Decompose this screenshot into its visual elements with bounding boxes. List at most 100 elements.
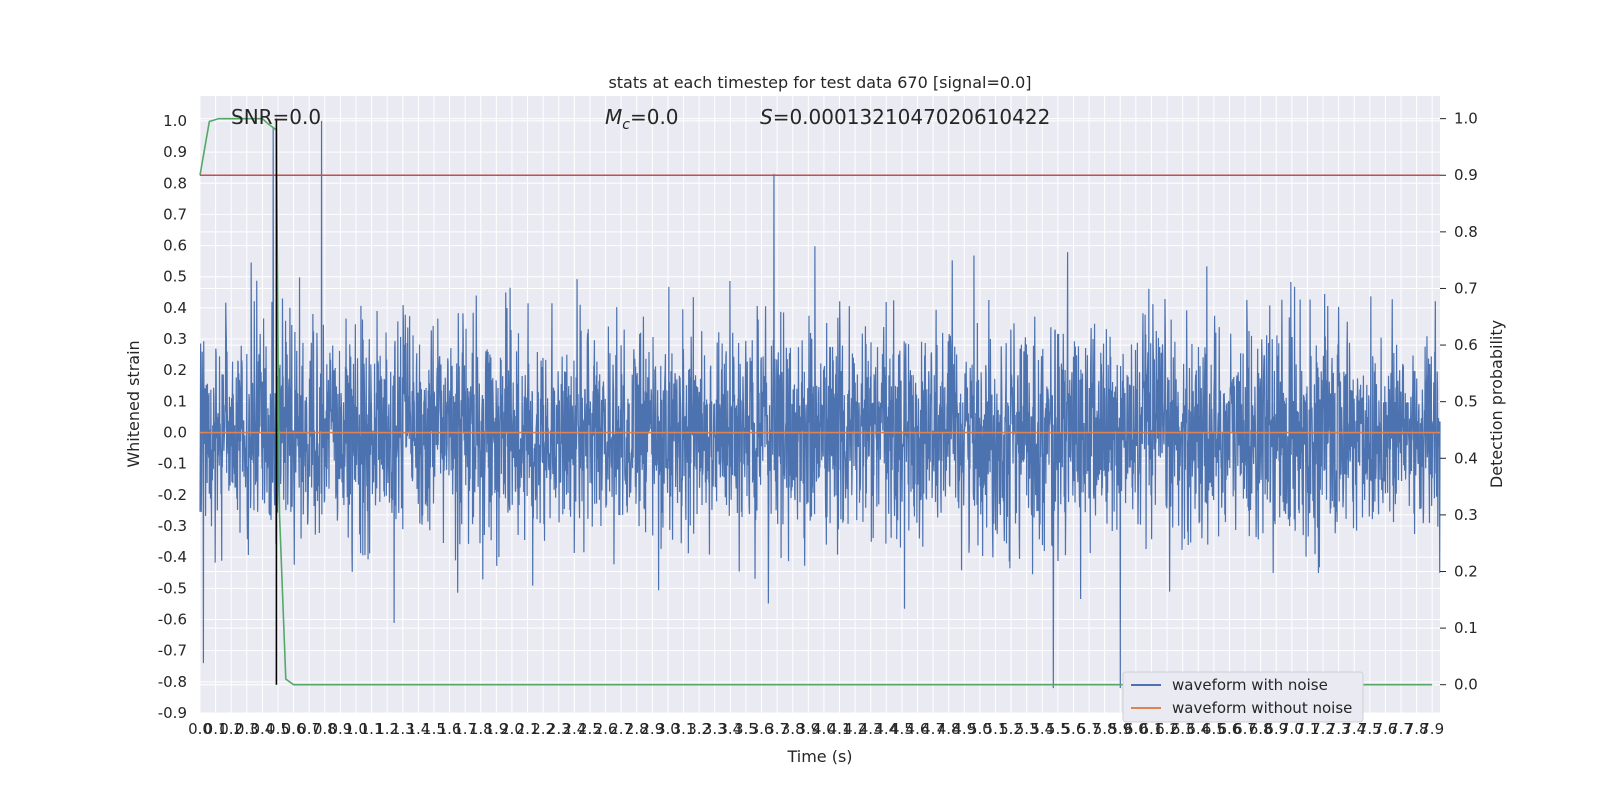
x-tick-label: 1.0: [344, 720, 368, 738]
x-tick-label: 5.7: [1077, 720, 1101, 738]
right-tick-label: 0.2: [1454, 562, 1478, 580]
x-tick-label: 4.7: [921, 720, 945, 738]
x-tick-label: 3.9: [796, 720, 820, 738]
x-tick-label: 4.1: [828, 720, 852, 738]
x-tick-label: 5.9: [1108, 720, 1132, 738]
x-tick-label: 1.3: [391, 720, 415, 738]
left-tick-label: 0.8: [163, 174, 187, 192]
x-tick-label: 0.4: [250, 720, 274, 738]
x-tick-label: 7.0: [1280, 720, 1304, 738]
left-tick-label: 0.6: [163, 237, 187, 255]
x-tick-label: 7.6: [1373, 720, 1397, 738]
x-tick-label: 0.9: [328, 720, 352, 738]
right-tick-label: 0.8: [1454, 223, 1478, 241]
x-tick-label: 3.1: [672, 720, 696, 738]
x-tick-label: 5.5: [1046, 720, 1070, 738]
x-tick-label: 5.2: [999, 720, 1023, 738]
legend: waveform with noise waveform without noi…: [1122, 671, 1364, 723]
x-tick-label: 7.5: [1358, 720, 1382, 738]
right-tick-label: 0.5: [1454, 393, 1478, 411]
x-tick-label: 5.0: [968, 720, 992, 738]
x-tick-label: 4.8: [937, 720, 961, 738]
left-tick-labels: -0.9 -0.8 -0.7 -0.6 -0.5 -0.4 -0.3 -0.2 -0.1 0.0 0…: [158, 112, 187, 722]
x-tick-label: 1.2: [375, 720, 399, 738]
left-tick-label: -0.4: [158, 548, 187, 566]
legend-label-noise: waveform with noise: [1172, 676, 1328, 694]
x-tick-label: 2.2: [531, 720, 555, 738]
x-tick-label: 6.6: [1218, 720, 1242, 738]
x-tick-label: 7.3: [1327, 720, 1351, 738]
left-tick-label: -0.2: [158, 486, 187, 504]
x-tick-label: 0.8: [313, 720, 337, 738]
x-tick-label: 2.9: [640, 720, 664, 738]
x-tick-label: 4.3: [859, 720, 883, 738]
x-tick-label: 5.6: [1062, 720, 1086, 738]
chart-title: stats at each timestep for test data 670…: [608, 73, 1031, 92]
x-tick-label: 2.0: [500, 720, 524, 738]
x-tick-label: 4.9: [952, 720, 976, 738]
x-tick-label: 6.7: [1233, 720, 1257, 738]
x-tick-label: 2.8: [625, 720, 649, 738]
right-tick-label: 0.0: [1454, 676, 1478, 694]
right-tick-label: 0.7: [1454, 279, 1478, 297]
right-tick-label: 0.9: [1454, 166, 1478, 184]
left-tick-label: 0.4: [163, 299, 187, 317]
left-tick-label: -0.8: [158, 673, 187, 691]
x-tick-label: 7.7: [1389, 720, 1413, 738]
x-tick-label: 0.3: [235, 720, 259, 738]
s-annotation: S=0.0001321047020610422: [760, 105, 1050, 129]
right-tick-label: 0.1: [1454, 619, 1478, 637]
x-tick-label: 6.2: [1155, 720, 1179, 738]
x-tick-label: 1.4: [406, 720, 430, 738]
x-tick-label: 4.5: [890, 720, 914, 738]
x-tick-label: 3.5: [734, 720, 758, 738]
x-tick-label: 1.9: [484, 720, 508, 738]
x-tick-label: 0.0: [188, 720, 212, 738]
x-axis-label: Time (s): [786, 747, 852, 766]
x-tick-label: 0.1: [204, 720, 228, 738]
left-tick-label: -0.3: [158, 517, 187, 535]
x-tick-label: 7.2: [1311, 720, 1335, 738]
series-waveform-with-noise: [199, 120, 1441, 689]
x-tick-label: 6.9: [1264, 720, 1288, 738]
x-tick-label: 3.8: [781, 720, 805, 738]
x-tick-label: 4.4: [874, 720, 898, 738]
x-tick-label: 5.8: [1093, 720, 1117, 738]
x-tick-label: 4.0: [812, 720, 836, 738]
right-tick-labels: 0.0 0.1 0.2 0.3 0.4 0.5 0.6 0.7 0.8 0.9 1.0: [1440, 110, 1478, 694]
x-tick-label: 6.3: [1171, 720, 1195, 738]
right-tick-label: 0.4: [1454, 449, 1478, 467]
x-tick-label: 6.5: [1202, 720, 1226, 738]
left-tick-label: -0.7: [158, 642, 187, 660]
left-tick-label: 0.3: [163, 330, 187, 348]
x-tick-label: 7.9: [1420, 720, 1444, 738]
left-tick-label: -0.9: [158, 704, 187, 722]
left-tick-label: -0.5: [158, 579, 187, 597]
x-tick-label: 6.1: [1140, 720, 1164, 738]
y-axis-label-right: Detection probability: [1487, 320, 1506, 488]
x-tick-label: 2.6: [594, 720, 618, 738]
mc-value: =0.0: [630, 105, 679, 129]
right-tick-label: 1.0: [1454, 110, 1478, 128]
left-tick-label: 0.9: [163, 143, 187, 161]
left-tick-label: -0.1: [158, 455, 187, 473]
legend-label-clean: waveform without noise: [1172, 699, 1352, 717]
left-tick-label: 0.1: [163, 392, 187, 410]
left-tick-label: 1.0: [163, 112, 187, 130]
x-tick-label: 7.1: [1295, 720, 1319, 738]
x-tick-label: 3.7: [765, 720, 789, 738]
x-tick-label: 2.7: [609, 720, 633, 738]
y-axis-label-left: Whitened strain: [124, 340, 143, 467]
series-layer: [199, 117, 1441, 689]
s-symbol: S: [760, 105, 773, 129]
left-tick-label: 0.5: [163, 268, 187, 286]
x-tick-label: 1.7: [453, 720, 477, 738]
left-tick-label: 0.7: [163, 205, 187, 223]
x-tick-label: 0.5: [266, 720, 290, 738]
left-tick-label: 0.0: [163, 424, 187, 442]
right-tick-label: 0.6: [1454, 336, 1478, 354]
legend-box: [1122, 671, 1364, 723]
x-tick-label: 1.6: [438, 720, 462, 738]
x-tick-labels: 0.00.10.20.30.40.50.60.70.80.91.01.11.21…: [188, 720, 1444, 738]
